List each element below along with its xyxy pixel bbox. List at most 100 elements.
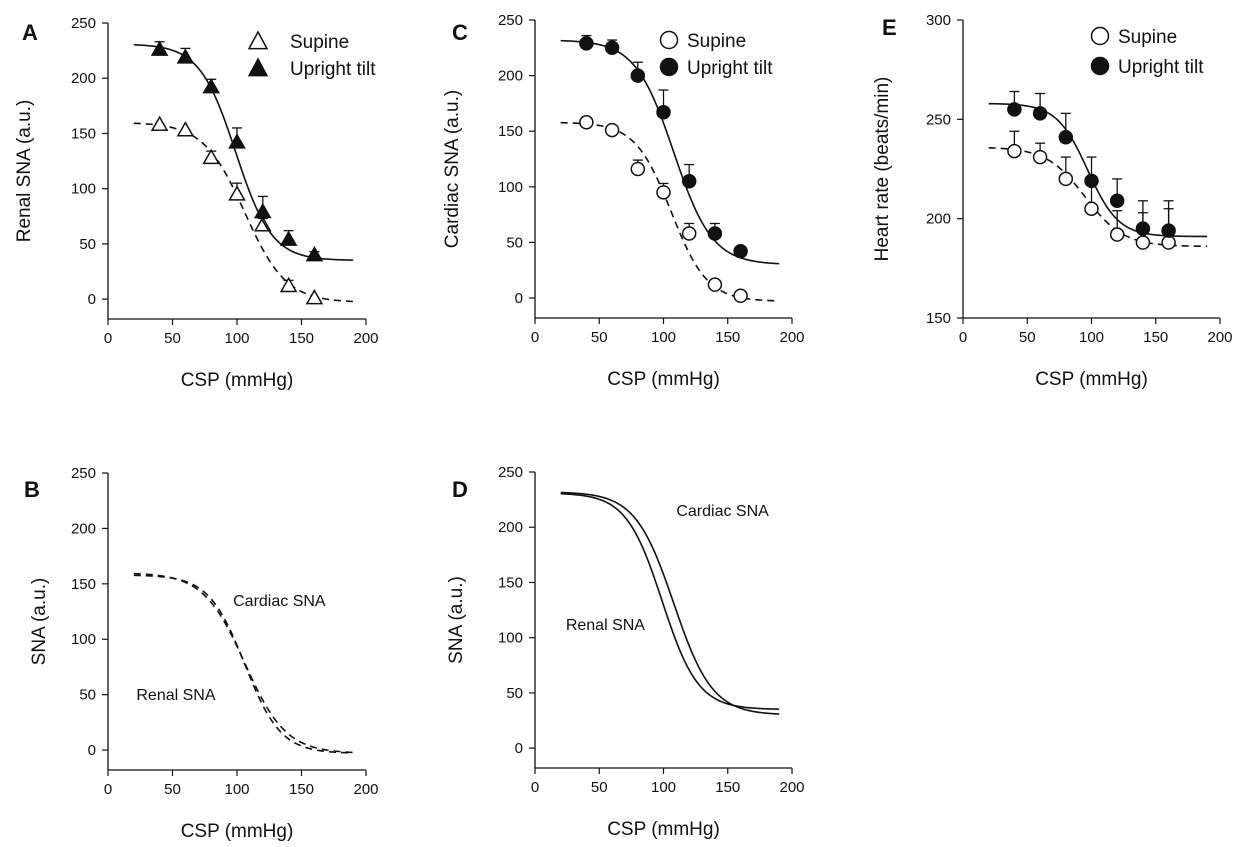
- y-tick-label: 100: [498, 179, 523, 196]
- panel-letter: A: [22, 20, 38, 45]
- y-axis-label: Heart rate (beats/min): [872, 77, 893, 262]
- panel-e: E 0 50 100 150 200 150 200 250 300 CSP (mmHg) Heart…: [872, 12, 1233, 390]
- series-upright-tilt: [133, 40, 354, 262]
- x-tick-label: 150: [715, 779, 740, 796]
- series-supine: [988, 130, 1208, 250]
- y-tick-label: 200: [498, 68, 523, 85]
- legend-label: Upright tilt: [1118, 57, 1204, 78]
- y-axis-label: SNA (a.u.): [446, 576, 467, 664]
- panel-c: C 0 50 100 150 200 0 50 100 150 200 250 CSP (mmHg) Ca…: [442, 12, 805, 390]
- legend-label: Supine: [687, 31, 746, 52]
- y-tick-label: 250: [926, 111, 951, 128]
- legend-marker: [247, 30, 269, 50]
- data-point: [305, 289, 324, 305]
- x-tick-label: 0: [104, 781, 112, 798]
- x-tick-label: 100: [224, 781, 249, 798]
- legend: Supine Upright tilt: [247, 30, 376, 80]
- fit-curve: [560, 492, 780, 710]
- data-point: [656, 185, 671, 200]
- series-cardiac-sna: [560, 491, 780, 715]
- y-tick-label: 150: [71, 125, 96, 142]
- x-axis-label: CSP (mmHg): [181, 370, 294, 391]
- data-point: [1032, 149, 1048, 165]
- x-tick-label: 0: [531, 329, 539, 346]
- y-tick-label: 100: [71, 181, 96, 198]
- x-axis-label: CSP (mmHg): [607, 819, 720, 840]
- legend-marker: [1090, 26, 1110, 46]
- y-tick-label: 200: [926, 211, 951, 228]
- x-tick-label: 100: [651, 329, 676, 346]
- x-tick-label: 50: [591, 779, 608, 796]
- data-point: [1084, 201, 1099, 216]
- y-tick-label: 250: [71, 465, 96, 482]
- series-supine: [133, 115, 354, 305]
- data-point: [1007, 143, 1022, 159]
- y-tick-label: 0: [515, 740, 523, 757]
- data-point: [176, 48, 195, 64]
- y-tick-label: 0: [88, 742, 96, 759]
- x-axis-label: CSP (mmHg): [607, 369, 720, 390]
- data-point: [1007, 102, 1022, 117]
- data-point: [228, 133, 246, 149]
- annotation: Cardiac SNA: [676, 503, 769, 520]
- data-point: [681, 226, 697, 241]
- data-point: [1135, 221, 1151, 236]
- data-point: [1109, 227, 1125, 242]
- y-tick-label: 150: [926, 310, 951, 327]
- x-tick-label: 0: [531, 779, 539, 796]
- annotation: Cardiac SNA: [233, 593, 326, 610]
- legend: Supine Upright tilt: [659, 30, 773, 79]
- annotation: Renal SNA: [566, 617, 645, 634]
- x-tick-label: 200: [353, 781, 378, 798]
- x-tick-label: 150: [289, 781, 314, 798]
- y-tick-label: 100: [71, 631, 96, 648]
- data-point: [1058, 171, 1074, 187]
- x-tick-label: 100: [651, 779, 676, 796]
- fit-curve: [133, 572, 354, 754]
- data-point: [604, 122, 620, 138]
- y-tick-label: 250: [498, 12, 523, 29]
- data-point: [228, 185, 246, 201]
- x-tick-label: 200: [1207, 329, 1232, 346]
- y-axis-label: SNA (a.u.): [29, 578, 50, 666]
- y-tick-label: 150: [71, 576, 96, 593]
- x-axis-label: CSP (mmHg): [181, 821, 294, 842]
- legend-marker: [659, 57, 679, 77]
- data-point: [1161, 223, 1176, 238]
- x-tick-label: 50: [1019, 329, 1036, 346]
- data-point: [604, 40, 620, 56]
- data-point: [1109, 193, 1125, 209]
- series-upright-tilt: [988, 90, 1208, 238]
- legend-marker: [659, 30, 679, 50]
- y-tick-label: 50: [506, 234, 523, 251]
- x-tick-label: 150: [1143, 329, 1168, 346]
- data-point: [630, 68, 646, 83]
- fit-curve: [560, 121, 780, 302]
- data-point: [579, 36, 594, 51]
- fit-curve: [560, 491, 780, 715]
- y-tick-label: 200: [71, 70, 96, 87]
- legend-label: Supine: [290, 32, 349, 53]
- data-point: [279, 230, 298, 246]
- y-tick-label: 250: [71, 15, 96, 32]
- data-point: [1161, 235, 1176, 250]
- series-upright-tilt: [560, 34, 780, 265]
- legend-label: Supine: [1118, 27, 1177, 48]
- x-tick-label: 50: [164, 781, 181, 798]
- panel-letter: C: [452, 20, 468, 45]
- data-point: [1084, 173, 1099, 189]
- series-renal-sna: [560, 492, 780, 710]
- x-tick-label: 50: [164, 330, 181, 347]
- data-point: [305, 245, 324, 262]
- panel-d: D 0 50 100 150 200 0 50 100 150 200 250 CSP (mmHg) SN…: [446, 464, 805, 840]
- series-renal-sna: [133, 572, 354, 754]
- panel-a: A 0 50 100 150 200 0 50 100 150 200 250 CSP (mmHg) Re…: [14, 15, 379, 391]
- fit-curve: [988, 102, 1208, 238]
- y-tick-label: 0: [88, 291, 96, 308]
- fit-curve: [133, 122, 354, 303]
- data-point: [733, 288, 748, 304]
- series-supine: [560, 115, 780, 304]
- y-tick-label: 150: [498, 123, 523, 140]
- y-tick-label: 100: [498, 630, 523, 647]
